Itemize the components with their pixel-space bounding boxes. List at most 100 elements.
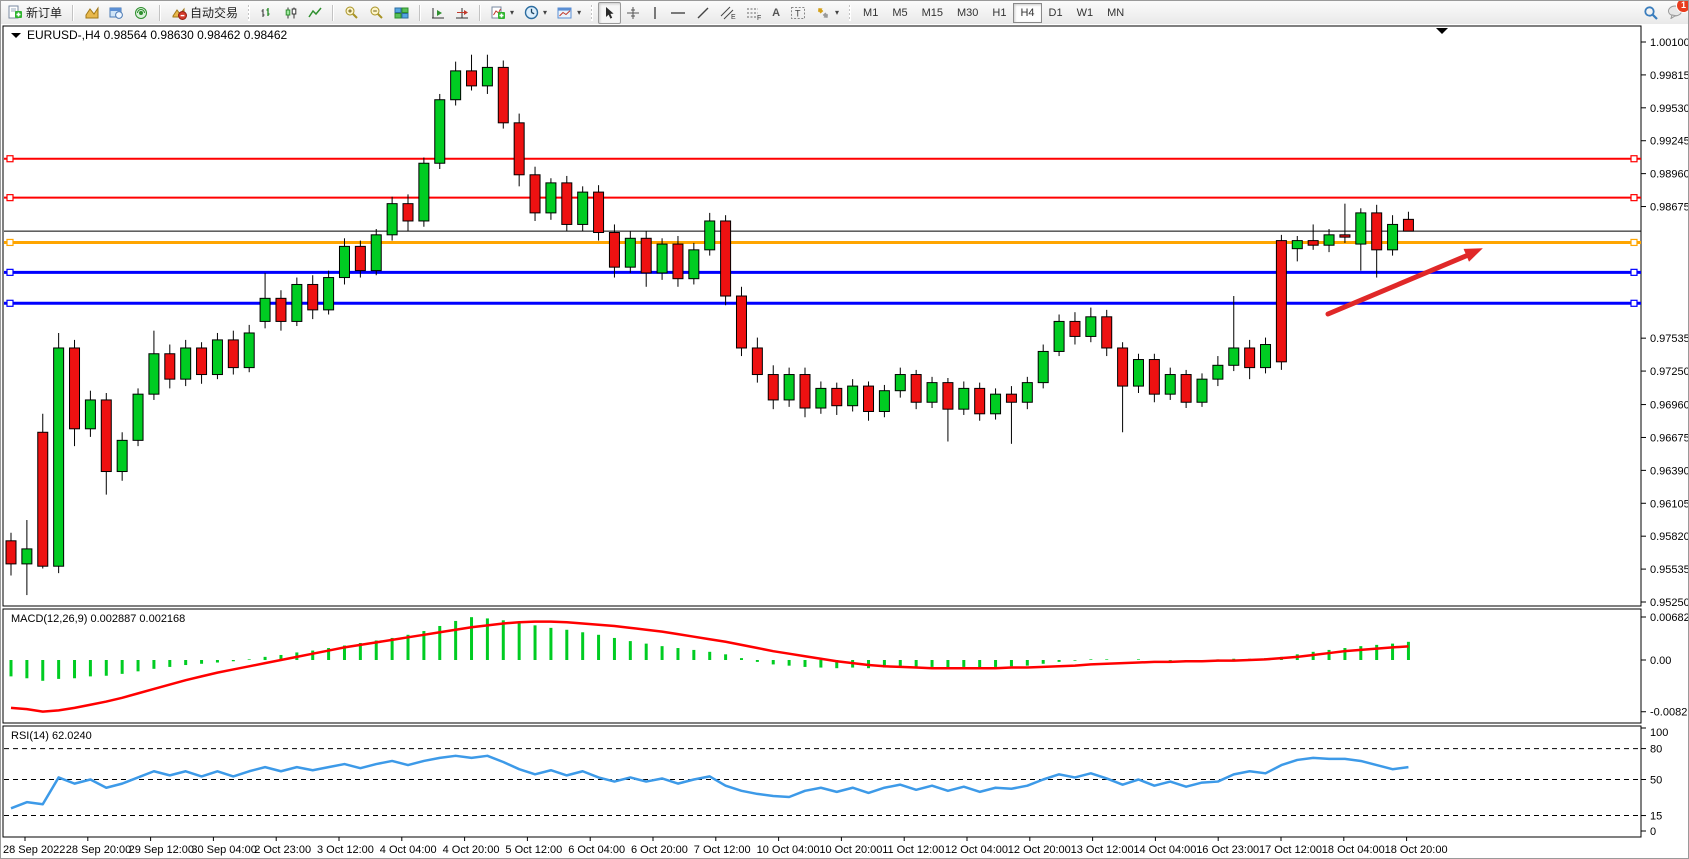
time-axis-label: 30 Sep 04:00 (191, 844, 256, 856)
notification-count-badge: 1 (1676, 1, 1688, 13)
search-icon[interactable] (1643, 5, 1659, 21)
hline-anchor[interactable] (1630, 194, 1638, 202)
hline-anchor[interactable] (6, 194, 14, 202)
price-axis-label: 0.95820 (1650, 531, 1689, 543)
crosshair-tool-button[interactable] (621, 2, 645, 24)
order-group: 新订单 (1, 2, 69, 24)
time-axis-label: 14 Oct 04:00 (1133, 844, 1196, 856)
vertical-line-icon (650, 6, 660, 20)
price-axis-label: 0.95535 (1650, 564, 1689, 576)
time-axis-label: 7 Oct 12:00 (694, 844, 751, 856)
time-axis-label: 17 Oct 12:00 (1259, 844, 1322, 856)
price-axis-label: 0.98675 (1650, 202, 1689, 214)
hline-anchor[interactable] (6, 155, 14, 163)
periods-caret: ▾ (543, 8, 548, 17)
market-watch-button[interactable] (79, 2, 104, 24)
new-order-label: 新订单 (26, 6, 63, 20)
line-chart-icon (308, 6, 322, 20)
price-axis-label: 0.96390 (1650, 465, 1689, 477)
timeframe-d1-button[interactable]: D1 (1048, 6, 1063, 19)
price-axis-label: 0.96960 (1650, 400, 1689, 412)
candlestick-chart-button[interactable] (279, 2, 303, 24)
trendline-tool-button[interactable] (691, 2, 715, 24)
data-window-button[interactable] (104, 2, 129, 24)
market-watch-icon (84, 5, 99, 20)
new-order-button[interactable]: 新订单 (3, 2, 67, 24)
indicators-button[interactable]: ▾ (486, 2, 519, 24)
text-tool-button[interactable]: A (767, 2, 785, 24)
horizontal-line-tool-button[interactable] (665, 2, 691, 24)
hline-anchor[interactable] (1630, 238, 1638, 247)
vertical-line-tool-button[interactable] (645, 2, 665, 24)
symbol-menu-icon[interactable] (11, 33, 21, 38)
timeframe-m5-button[interactable]: M5 (892, 6, 908, 19)
hline-anchor[interactable] (6, 299, 14, 307)
shift-marker-icon[interactable] (1436, 28, 1448, 34)
navigator-button[interactable] (129, 2, 154, 24)
timeframe-h1-button[interactable]: H1 (992, 6, 1007, 19)
line-chart-button[interactable] (303, 2, 327, 24)
cursor-icon (603, 6, 616, 20)
trend-arrow-annotation[interactable] (1325, 250, 1476, 317)
hline-anchor[interactable] (1630, 155, 1638, 163)
timeframe-m15-button[interactable]: M15 (921, 6, 944, 19)
trendline-icon (696, 6, 710, 20)
auto-scroll-icon (431, 6, 445, 20)
panel-border (2, 608, 1642, 724)
price-axis-label: 0.97250 (1650, 366, 1689, 378)
timeframe-m30-button[interactable]: M30 (957, 6, 979, 19)
chart-shift-button[interactable] (450, 2, 474, 24)
chart-window[interactable]: 1.00100 0.99815 0.99530 0.99245 0.98960 0.986… (1, 24, 1689, 859)
tile-windows-button[interactable] (389, 2, 414, 24)
auto-trading-icon (171, 6, 188, 20)
rsi-axis-label: 15 (1650, 811, 1662, 823)
rsi-axis-label: 80 (1650, 744, 1662, 756)
equidistant-channel-tool-button[interactable]: E (715, 2, 741, 24)
zoom-in-icon (344, 5, 359, 20)
svg-text:T: T (795, 8, 801, 18)
zoom-out-button[interactable] (364, 2, 389, 24)
time-axis-label: 29 Sep 12:00 (129, 844, 194, 856)
time-axis-label: 6 Oct 04:00 (568, 844, 625, 856)
timeframe-h4-button[interactable]: H4 (1013, 2, 1042, 23)
text-label-icon: T (790, 6, 806, 20)
time-axis-label: 3 Oct 12:00 (317, 844, 374, 856)
fibonacci-tool-button[interactable]: F (741, 2, 767, 24)
macd-histogram (9, 617, 1410, 681)
notifications-button[interactable]: 1 (1667, 1, 1688, 22)
macd-signal-line (10, 620, 1409, 713)
candlestick-chart-icon (284, 6, 298, 20)
eurusd-h4-chart[interactable]: 1.00100 0.99815 0.99530 0.99245 0.98960 0.986… (1, 24, 1689, 859)
time-axis-label: 6 Oct 20:00 (631, 844, 688, 856)
svg-text:F: F (757, 15, 761, 20)
time-axis-label: 18 Oct 20:00 (1385, 844, 1448, 856)
templates-button[interactable]: ▾ (552, 2, 586, 24)
cursor-tool-button[interactable] (598, 1, 622, 24)
trend-arrow-head (1463, 248, 1483, 262)
hline-anchor[interactable] (6, 238, 14, 247)
time-axis-label: 16 Oct 23:00 (1196, 844, 1259, 856)
text-label-tool-button[interactable]: T (785, 2, 811, 24)
timeframe-m1-button[interactable]: M1 (863, 6, 879, 19)
auto-scroll-button[interactable] (426, 2, 450, 24)
macd-label: MACD(12,26,9) 0.002887 0.002168 (11, 613, 185, 625)
hline-anchor[interactable] (6, 268, 14, 276)
timeframe-w1-button[interactable]: W1 (1076, 6, 1094, 19)
fibonacci-icon: F (746, 6, 762, 22)
hline-anchor[interactable] (1630, 299, 1638, 307)
zoom-in-button[interactable] (339, 2, 364, 24)
price-axis-label: 0.95250 (1650, 597, 1689, 609)
time-axis-label: 18 Oct 04:00 (1322, 844, 1385, 856)
drawing-tools-group: E F A T ▾ (596, 1, 846, 24)
time-axis-label: 11 Oct 12:00 (882, 844, 944, 856)
bar-chart-button[interactable] (255, 2, 279, 24)
periods-button[interactable]: ▾ (519, 2, 552, 24)
rsi-axis-label: 0 (1650, 826, 1656, 838)
price-axis-label: 1.00100 (1650, 37, 1689, 49)
hline-anchor[interactable] (1630, 268, 1638, 276)
auto-trading-button[interactable]: 自动交易 (166, 2, 243, 24)
arrows-tool-button[interactable]: ▾ (811, 2, 844, 24)
timeframe-mn-button[interactable]: MN (1107, 6, 1125, 19)
price-axis-label: 0.99245 (1650, 136, 1689, 148)
data-window-icon (109, 6, 124, 20)
